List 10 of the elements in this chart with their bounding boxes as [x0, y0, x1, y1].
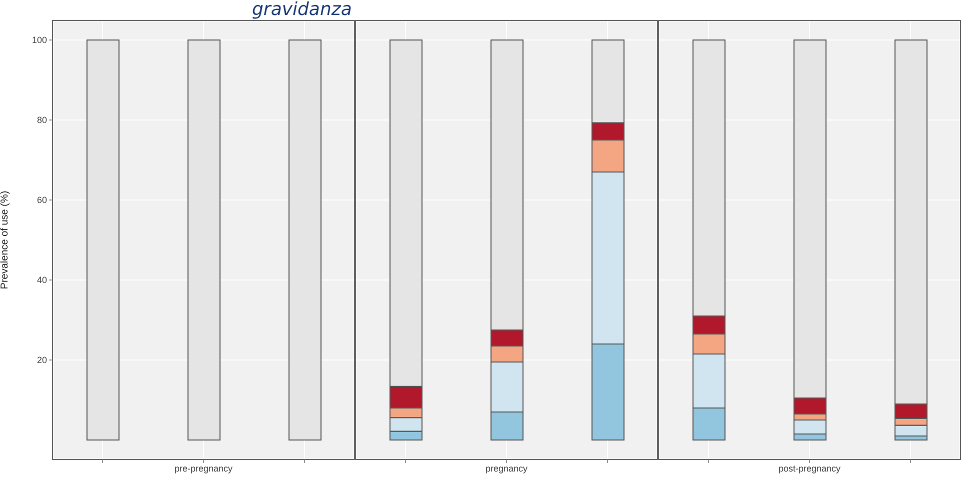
- y-tick-label: 80: [36, 115, 47, 126]
- y-tick-label: 100: [32, 35, 47, 46]
- x-tick-label: pre-pregnancy: [174, 463, 234, 474]
- y-tick-label: 40: [36, 275, 47, 286]
- y-tick-label: 60: [36, 195, 47, 206]
- x-tick-label: pregnancy: [485, 463, 528, 474]
- x-tick-label: post-pregnancy: [778, 463, 842, 474]
- y-tick-label: 20: [36, 355, 47, 366]
- y-axis-title: Prevalence of use (%): [0, 190, 11, 290]
- annotation: gravidanza: [252, 0, 352, 20]
